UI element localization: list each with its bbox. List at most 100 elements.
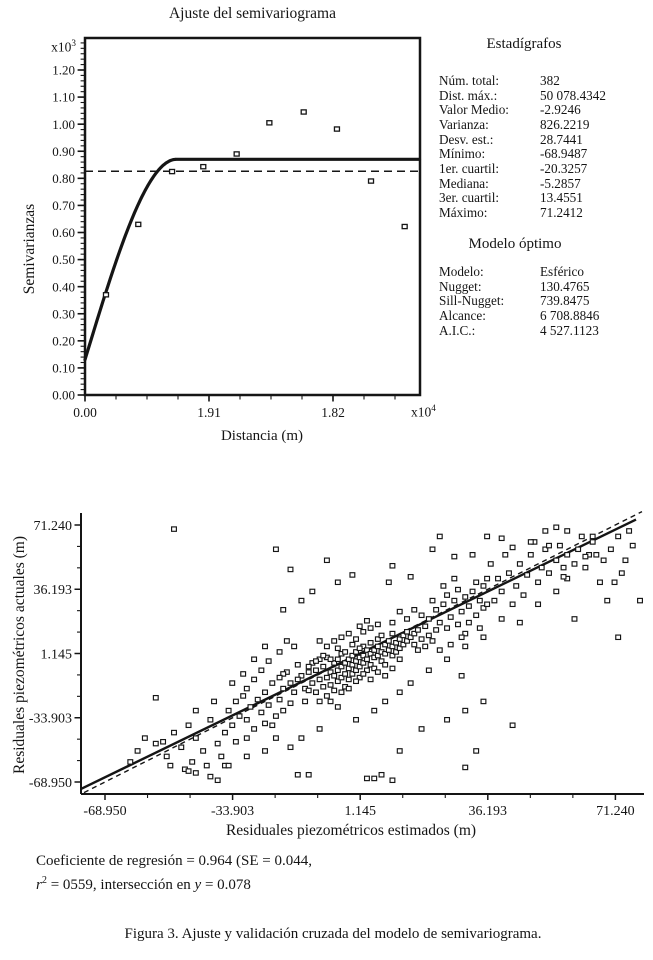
- scatter-point: [243, 685, 250, 692]
- scatter-point: [418, 726, 425, 732]
- scatter-point: [425, 616, 432, 622]
- stat-label: Modelo:: [439, 264, 484, 279]
- scatter-point: [360, 652, 367, 659]
- scatter-point: [404, 616, 410, 622]
- scatter-point: [564, 528, 571, 534]
- stat-label: Núm. total:: [439, 73, 500, 88]
- scatter-point: [422, 623, 429, 630]
- scatter-point: [484, 575, 491, 582]
- scatter-point: [382, 698, 389, 705]
- scatter-point: [262, 748, 268, 754]
- scatter-point: [320, 663, 327, 670]
- stat-label: Mediana:: [439, 175, 489, 191]
- scatter-point: [498, 535, 505, 542]
- scatter-point: [309, 588, 316, 595]
- scatter-point: [349, 572, 356, 578]
- stat-value: Esférico: [540, 264, 584, 279]
- scatter-point: [560, 573, 567, 580]
- scatter-point: [509, 544, 516, 551]
- scatter-point: [349, 641, 356, 648]
- scatter-y-axis-title: Residuales piezométricos actuales (m): [11, 535, 28, 775]
- scatter-point: [338, 634, 345, 641]
- scatter-point: [276, 649, 283, 655]
- scatter-point: [509, 722, 516, 729]
- scatter-point: [473, 748, 480, 754]
- stat-label: Alcance:: [439, 307, 486, 323]
- scatter-point: [265, 658, 272, 664]
- stat-row: Dist. máx.: 50 078.4342: [439, 88, 649, 104]
- scatter-point: [269, 680, 276, 686]
- scatter-point: [327, 682, 334, 688]
- stat-label: Sill-Nugget:: [439, 293, 505, 309]
- scatter-point: [334, 579, 341, 586]
- y-tick-label: 0.80: [52, 171, 75, 186]
- scatter-point: [276, 674, 283, 681]
- scatter-point: [323, 674, 330, 681]
- model-row: Sill-Nugget: 739.8475: [439, 294, 649, 309]
- scatter-point: [221, 729, 228, 736]
- scatter-point: [218, 753, 225, 760]
- scatter-point: [258, 667, 265, 674]
- scatter-point: [171, 729, 177, 736]
- scatter-point: [389, 562, 396, 569]
- scatter-point: [542, 546, 549, 553]
- scatter-point: [571, 561, 578, 567]
- scatter-point: [287, 566, 294, 573]
- stat-label: 1er. cuartil:: [439, 160, 500, 176]
- y-tick-label: 0.00: [52, 388, 75, 403]
- semivariance-point: [401, 223, 408, 230]
- x-tick-label: 36.193: [469, 804, 508, 819]
- scatter-point: [465, 603, 472, 609]
- scatter-point: [600, 557, 607, 564]
- scatter-point: [211, 698, 218, 705]
- scatter-point: [163, 753, 170, 760]
- scatter-point: [458, 608, 465, 615]
- scatter-point: [578, 533, 585, 540]
- scatter-point: [454, 586, 461, 593]
- scatter-point: [400, 632, 407, 639]
- regression-note-line1: Coeficiente de regresión = 0.964 (SE = 0…: [36, 853, 313, 869]
- scatter-point: [178, 744, 185, 751]
- scatter-point: [349, 671, 356, 677]
- scatter-point: [240, 671, 247, 677]
- scatter-point: [152, 740, 159, 747]
- stat-row: Desv. est.: 28.7441: [439, 132, 649, 148]
- scatter-point: [283, 638, 290, 644]
- semivariance-point: [102, 292, 110, 298]
- scatter-point: [418, 612, 425, 619]
- scatter-point: [396, 689, 403, 696]
- scatter-point: [192, 735, 199, 741]
- scatter-point: [316, 726, 323, 732]
- scatter-point: [422, 643, 429, 650]
- x-tick-label: 1.91: [197, 405, 221, 420]
- scatter-point: [385, 647, 392, 653]
- scatter-point: [160, 738, 167, 745]
- scatter-point: [353, 716, 360, 723]
- scatter-point: [404, 638, 410, 644]
- scatter-point: [363, 647, 370, 653]
- scatter-point: [629, 542, 636, 549]
- scatter-point: [331, 660, 338, 666]
- scatter-point: [320, 683, 327, 690]
- scatter-point: [331, 687, 338, 694]
- scatter-point: [280, 685, 287, 692]
- scatter-point: [334, 678, 341, 685]
- scatter-point: [618, 570, 625, 576]
- scatter-point: [396, 645, 403, 652]
- scatter-point: [192, 770, 199, 776]
- stat-value: 382: [540, 73, 560, 88]
- scatter-point: [207, 773, 214, 780]
- scatter-point: [360, 628, 367, 635]
- scatter-point: [353, 658, 360, 664]
- y-tick-label: 0.40: [52, 279, 75, 294]
- scatter-point: [363, 667, 370, 674]
- scatter-point: [243, 716, 250, 723]
- scatter-point: [363, 617, 370, 624]
- y-tick-label: 1.00: [52, 117, 75, 132]
- scatter-point: [575, 546, 582, 553]
- x-scale-label: x104: [411, 403, 436, 421]
- x-tick-label: -33.903: [211, 804, 254, 819]
- scatter-point: [440, 583, 447, 589]
- scatter-point: [462, 630, 469, 637]
- scatter-point: [491, 597, 498, 604]
